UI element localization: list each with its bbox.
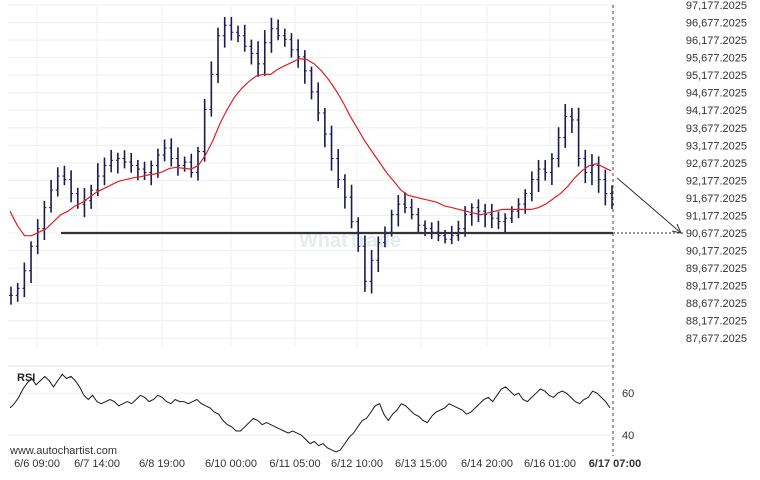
price-tick-label: 94,177.2025 <box>686 105 747 117</box>
price-tick-label: 92,177.2025 <box>686 175 747 187</box>
price-tick-label: 95,677.2025 <box>686 53 747 65</box>
price-tick-label: 96,177.2025 <box>686 35 747 47</box>
price-tick-label: 95,177.2025 <box>686 70 747 82</box>
moving-average-line <box>9 57 612 237</box>
time-tick-label: 6/17 07:00 <box>589 458 642 470</box>
time-tick-label: 6/14 20:00 <box>461 458 513 470</box>
time-tick-label: 6/6 09:00 <box>14 458 60 470</box>
price-tick-label: 93,177.2025 <box>686 140 747 152</box>
rsi-grid-layer <box>8 392 616 436</box>
time-tick-label: 6/16 01:00 <box>524 458 576 470</box>
time-tick-label: 6/10 00:00 <box>205 458 257 470</box>
forecast-arrow-line <box>616 177 682 234</box>
time-tick-label: 6/13 15:00 <box>395 458 447 470</box>
price-tick-label: 92,677.2025 <box>686 158 747 170</box>
price-tick-label: 90,677.2025 <box>686 228 747 240</box>
rsi-tick-label: 40 <box>622 430 634 442</box>
price-tick-label: 91,677.2025 <box>686 193 747 205</box>
rsi-layer <box>9 373 611 453</box>
price-tick-label: 96,677.2025 <box>686 18 747 30</box>
price-tick-label: 88,677.2025 <box>686 298 747 310</box>
rsi-tick-label: 60 <box>622 388 634 400</box>
rsi-axis: 60 40 <box>622 388 634 442</box>
price-tick-label: 88,177.2025 <box>686 316 747 328</box>
time-axis: 6/6 09:00 6/7 14:00 6/8 19:00 6/10 00:00 6/1… <box>14 458 641 470</box>
price-tick-label: 94,677.2025 <box>686 88 747 100</box>
price-tick-label: 93,677.2025 <box>686 123 747 135</box>
rsi-label: RSI <box>17 372 35 384</box>
ma-layer <box>9 57 612 237</box>
price-axis: 97,177.2025 96,677.2025 96,177.2025 95,677.… <box>686 0 747 345</box>
time-tick-label: 6/8 19:00 <box>139 458 185 470</box>
price-tick-label: 87,677.2025 <box>686 333 747 345</box>
rsi-line <box>9 373 611 453</box>
time-tick-label: 6/12 10:00 <box>331 458 383 470</box>
forecast-arrow-head <box>671 223 682 234</box>
time-tick-label: 6/11 05:00 <box>269 458 320 470</box>
price-layer <box>9 16 614 305</box>
price-tick-label: 89,177.2025 <box>686 281 747 293</box>
price-tick-label: 90,177.2025 <box>686 246 747 258</box>
forecast-layer <box>616 177 682 234</box>
price-tick-label: 97,177.2025 <box>686 0 747 12</box>
source-label: www.autochartist.com <box>9 445 117 457</box>
price-tick-label: 91,177.2025 <box>686 210 747 222</box>
time-tick-label: 6/7 14:00 <box>74 458 120 470</box>
watermark: WhatTrade <box>299 230 401 252</box>
price-tick-label: 89,677.2025 <box>686 263 747 275</box>
